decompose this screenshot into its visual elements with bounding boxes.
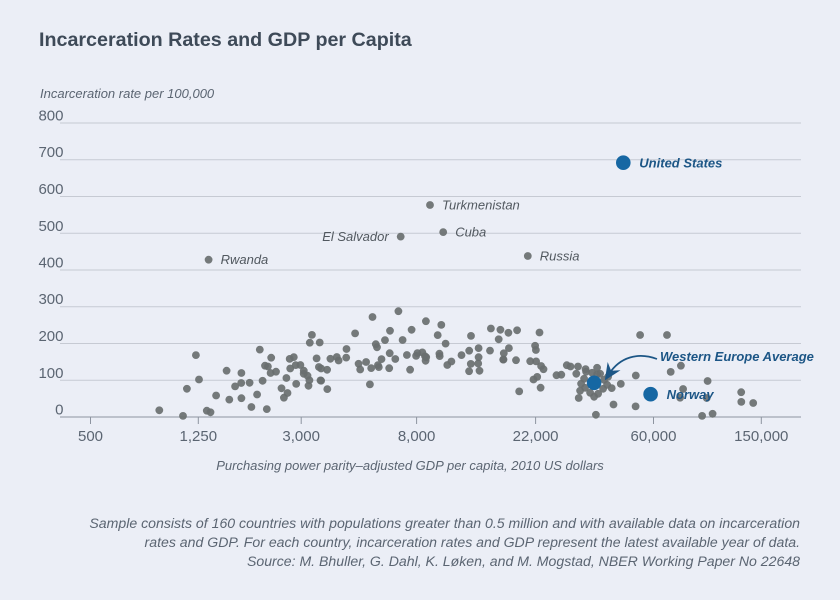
svg-text:500: 500 — [38, 218, 63, 235]
svg-text:600: 600 — [38, 181, 63, 198]
svg-text:8,000: 8,000 — [398, 428, 436, 445]
svg-text:El Salvador: El Salvador — [322, 229, 389, 244]
svg-text:Rwanda: Rwanda — [221, 252, 269, 267]
svg-text:500: 500 — [78, 428, 103, 445]
svg-text:0: 0 — [55, 402, 63, 419]
svg-text:Russia: Russia — [540, 249, 580, 264]
svg-text:Western Europe Average: Western Europe Average — [660, 349, 814, 364]
svg-text:United States: United States — [639, 156, 722, 171]
svg-text:3,000: 3,000 — [282, 428, 320, 445]
svg-text:800: 800 — [38, 108, 63, 125]
svg-text:Cuba: Cuba — [455, 225, 486, 240]
svg-text:1,250: 1,250 — [180, 428, 218, 445]
svg-text:Turkmenistan: Turkmenistan — [442, 198, 520, 213]
svg-text:60,000: 60,000 — [631, 428, 677, 445]
svg-text:400: 400 — [38, 255, 63, 272]
svg-text:300: 300 — [38, 291, 63, 308]
svg-text:700: 700 — [38, 144, 63, 161]
svg-text:100: 100 — [38, 365, 63, 382]
svg-text:22,000: 22,000 — [513, 428, 559, 445]
svg-text:150,000: 150,000 — [734, 428, 788, 445]
svg-text:Norway: Norway — [667, 387, 715, 402]
svg-text:200: 200 — [38, 328, 63, 345]
